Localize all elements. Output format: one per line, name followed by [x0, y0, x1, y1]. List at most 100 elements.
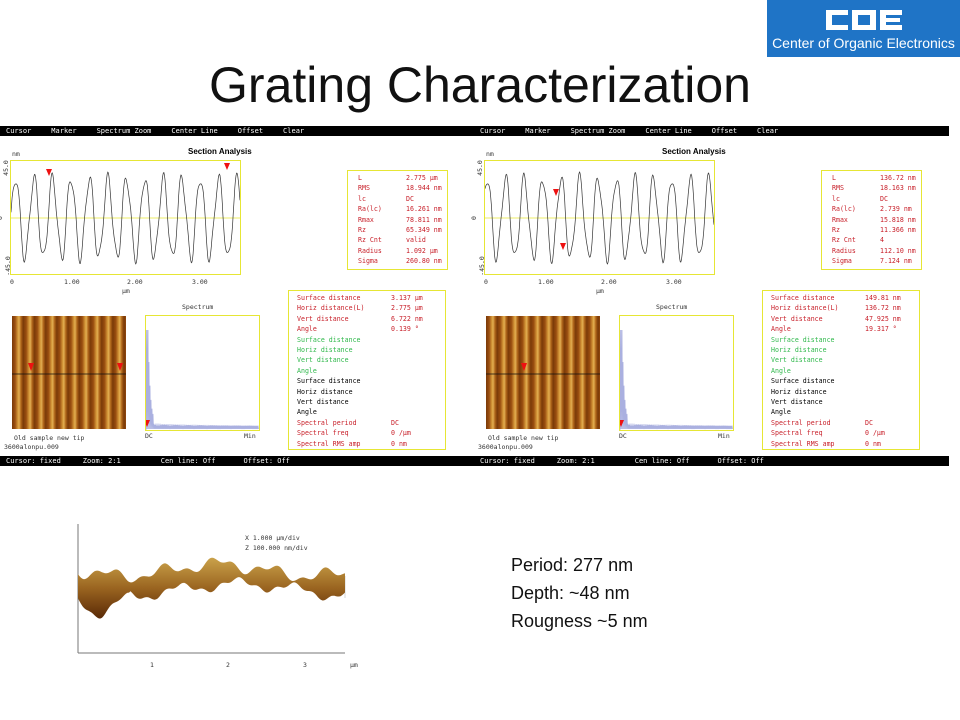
measurement-key: Angle [297, 325, 317, 334]
roughness-text: Rougness ~5 nm [511, 611, 648, 631]
section-analysis-title: Section Analysis [662, 147, 726, 156]
stat-value: 18.163 nm [880, 184, 916, 193]
measurement-row: Vert distance [771, 397, 919, 407]
measurement-key: Vert distance [771, 314, 823, 323]
stat-value: 1.092 µm [406, 246, 438, 255]
stat-row: Radius 1.092 µm [358, 246, 447, 256]
stat-key: RMS [832, 184, 844, 193]
measurement-key: Angle [771, 366, 791, 375]
image-marker-icon[interactable] [117, 363, 123, 371]
profile-line [10, 171, 241, 265]
measurement-key: Surface distance [297, 377, 361, 386]
measurement-key: Spectral freq [297, 429, 349, 438]
grating-summary: Period: 277 nm Depth: ~48 nm Rougness ~5… [511, 551, 648, 635]
measurement-key: Horiz distance(L) [297, 304, 365, 313]
measurement-row: Surface distance [771, 376, 919, 386]
stat-row: Ra(lc) 16.261 nm [358, 204, 447, 214]
measurement-key: Horiz distance [297, 387, 353, 396]
measurement-row: Angle [771, 366, 919, 376]
stat-value: 65.349 nm [406, 226, 442, 235]
measurement-row: Surface distance 149.81 nm [771, 293, 919, 303]
spectrum-title: Spectrum [656, 303, 688, 311]
measurement-key: Surface distance [771, 377, 835, 386]
roughness-stats-box: L 136.72 nm RMS 18.163 nm lc DC Ra(lc) 2.739 nm… [821, 170, 922, 270]
stat-value: 78.811 nm [406, 215, 442, 224]
cursor-marker-icon[interactable] [224, 163, 230, 170]
measurement-row: Surface distance [297, 376, 445, 386]
toolbar-offset-button[interactable]: Offset [711, 127, 738, 135]
stat-key: Rmax [358, 215, 374, 224]
measurement-value: 6.722 nm [391, 314, 423, 323]
toolbar-cursor-button[interactable]: Cursor [480, 127, 506, 135]
y-unit-label: nm [12, 150, 20, 158]
x-tick-label: 2.00 [601, 278, 617, 286]
toolbar-clear-button[interactable]: Clear [283, 127, 305, 135]
stat-value: 112.10 nm [880, 246, 916, 255]
measurement-value: 149.81 nm [865, 294, 901, 302]
measurement-key: Horiz distance(L) [771, 304, 839, 313]
measurement-value: DC [391, 418, 399, 427]
toolbar-spectrum-zoom-button[interactable]: Spectrum Zoom [570, 127, 626, 135]
measurement-row: Spectral period DC [771, 418, 919, 428]
measurement-row: Vert distance [297, 355, 445, 365]
stat-value: 2.775 µm [406, 174, 438, 182]
spectrum-marker-icon[interactable] [618, 420, 624, 427]
measurement-key: Surface distance [297, 294, 361, 302]
surface-3d-svg [77, 524, 346, 654]
stat-key: RMS [358, 184, 370, 193]
stat-value: DC [406, 194, 414, 203]
measurement-row: Vert distance 6.722 nm [297, 314, 445, 324]
image-marker-icon[interactable] [28, 363, 34, 371]
stat-value: valid [406, 236, 426, 245]
toolbar-marker-button[interactable]: Marker [525, 127, 551, 135]
measurement-key: Surface distance [297, 335, 361, 344]
cursor-marker-icon[interactable] [553, 189, 559, 196]
stat-row: lc DC [832, 194, 921, 204]
toolbar-offset-button[interactable]: Offset [237, 127, 264, 135]
status-bar: Cursor: fixed Zoom: 2:1 Cen line: Off Offse… [474, 456, 949, 466]
spectrum-marker-icon[interactable] [144, 420, 150, 427]
cursor-marker-icon[interactable] [46, 169, 52, 176]
spectrum-dc-label: DC [145, 432, 153, 440]
x-unit-label: µm [596, 287, 604, 295]
stat-key: Rmax [832, 215, 848, 224]
toolbar-center-line-button[interactable]: Center Line [171, 127, 218, 135]
surface-x-tick-2: 2 [226, 661, 230, 669]
measurement-key: Spectral period [771, 418, 831, 427]
toolbar-clear-button[interactable]: Clear [757, 127, 779, 135]
toolbar-spectrum-zoom-button[interactable]: Spectrum Zoom [96, 127, 152, 135]
measurement-row: Spectral period DC [297, 418, 445, 428]
image-marker-icon[interactable] [521, 363, 527, 371]
toolbar-marker-button[interactable]: Marker [51, 127, 77, 135]
measurement-value: 0 nm [391, 439, 407, 448]
coe-logo: Center of Organic Electronics [767, 0, 960, 57]
section-analysis-panel-left: Cursor Marker Spectrum Zoom Center Line Offs… [0, 126, 475, 466]
toolbar-cursor-button[interactable]: Cursor [6, 127, 32, 135]
spectrum-plot [618, 315, 734, 431]
measurement-box: Surface distance 3.137 µm Horiz distance(L… [288, 290, 446, 450]
stat-key: Ra(lc) [358, 205, 382, 214]
stat-row: Rz 65.349 nm [358, 225, 447, 235]
coe-letters-icon [826, 10, 902, 30]
measurement-row: Angle [771, 407, 919, 417]
image-filename: 3600alonpu.009 [478, 443, 533, 451]
status-item: Cen line: Off [634, 457, 690, 465]
z-scale-label: Z 100.000 nm/div [245, 544, 308, 552]
stat-value: 7.124 nm [880, 257, 912, 266]
spectrum-plot [144, 315, 260, 431]
measurement-row: Horiz distance(L) 136.72 nm [771, 303, 919, 313]
spectrum-dc-label: DC [619, 432, 627, 440]
cursor-marker-icon[interactable] [560, 243, 566, 250]
slide-title: Grating Characterization [209, 57, 751, 113]
stat-row: RMS 18.163 nm [832, 183, 921, 193]
y-tick-label: 0 [0, 216, 4, 220]
spectrum-min-label: Min [244, 432, 256, 440]
measurement-key: Horiz distance [771, 346, 827, 355]
measurement-row: Vert distance [771, 355, 919, 365]
measurement-row: Surface distance 3.137 µm [297, 293, 445, 303]
stat-row: Rz 11.366 nm [832, 225, 921, 235]
toolbar-center-line-button[interactable]: Center Line [645, 127, 692, 135]
logo-text: Center of Organic Electronics [772, 35, 955, 51]
stat-row: Radius 112.10 nm [832, 246, 921, 256]
x-tick-label: 2.00 [127, 278, 143, 286]
